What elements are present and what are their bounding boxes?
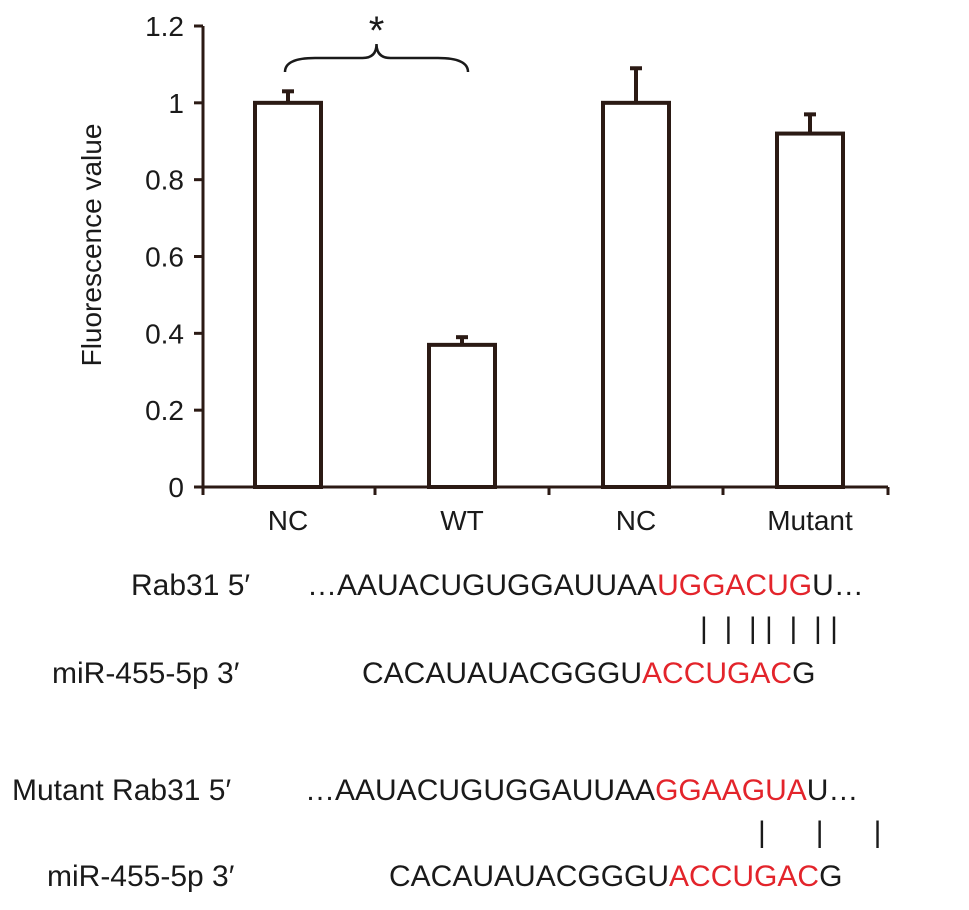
mir-label-1: miR-455-5p 3′ <box>52 657 240 690</box>
mir-sequence-2: CACAUAUACGGGUACCUGACG <box>389 862 842 892</box>
y-axis-label: Fluorescence value <box>76 124 107 367</box>
rab31-seq-prefix: …AAUACUGUGGAUUAA <box>307 569 658 602</box>
y-tick-label: 0.8 <box>145 165 184 196</box>
mutant-seq-suffix: U… <box>806 774 859 807</box>
bar-chart: 0 0.2 0.4 0.6 0.8 1 1.2 Fluorescence value NC WT… <box>76 9 890 536</box>
significance-brace <box>283 43 470 73</box>
mutant-rab31-sequence: …AAUACUGUGGAUUAAGGAAGUAU… <box>305 776 858 806</box>
bar <box>775 131 845 489</box>
mir-sequence-1: CACAUAUACGGGUACCUGACG <box>362 659 815 689</box>
y-tick-label: 1 <box>168 88 184 119</box>
x-category-label: Mutant <box>767 505 853 536</box>
mir-seq-prefix-1: CACAUAUACGGGU <box>362 657 643 690</box>
y-tick-label: 0.6 <box>145 242 184 273</box>
chart-annotations: * <box>283 9 470 73</box>
chart-bars: NC WT NC Mutant <box>253 66 853 536</box>
rab31-seq-suffix: U… <box>812 569 864 602</box>
y-tick-label: 0.4 <box>145 318 184 349</box>
mir-seq-prefix-2: CACAUAUACGGGU <box>389 860 670 893</box>
x-category-label: NC <box>268 505 308 536</box>
y-tick-label: 1.2 <box>145 11 184 42</box>
mir-seed-site-2: ACCUGAC <box>669 860 820 893</box>
x-category-label: NC <box>616 505 656 536</box>
bar <box>427 342 497 489</box>
mutant-seq-prefix: …AAUACUGUGGAUUAA <box>305 774 656 807</box>
pairing-lines-2: | | | <box>758 816 882 849</box>
y-tick-label: 0.2 <box>145 395 184 426</box>
bar <box>601 100 671 489</box>
y-tick-label: 0 <box>168 472 184 503</box>
rab31-label: Rab31 5′ <box>131 569 251 602</box>
mir-seed-site-1: ACCUGAC <box>642 657 793 690</box>
mutant-site: GGAAGUA <box>655 774 807 807</box>
mir-seq-suffix-2: G <box>819 860 843 893</box>
pairing-lines-1: | | | | | | | <box>700 612 838 645</box>
mir-seq-suffix-1: G <box>792 657 816 690</box>
bar <box>253 100 323 489</box>
x-category-label: WT <box>440 505 484 536</box>
rab31-sequence: …AAUACUGUGGAUUAAUGGACUGU… <box>307 571 864 601</box>
rab31-seed-site: UGGACUG <box>657 569 813 602</box>
significance-marker: * <box>369 9 385 53</box>
mir-label-2: miR-455-5p 3′ <box>47 860 235 893</box>
mutant-rab31-label: Mutant Rab31 5′ <box>12 774 232 807</box>
